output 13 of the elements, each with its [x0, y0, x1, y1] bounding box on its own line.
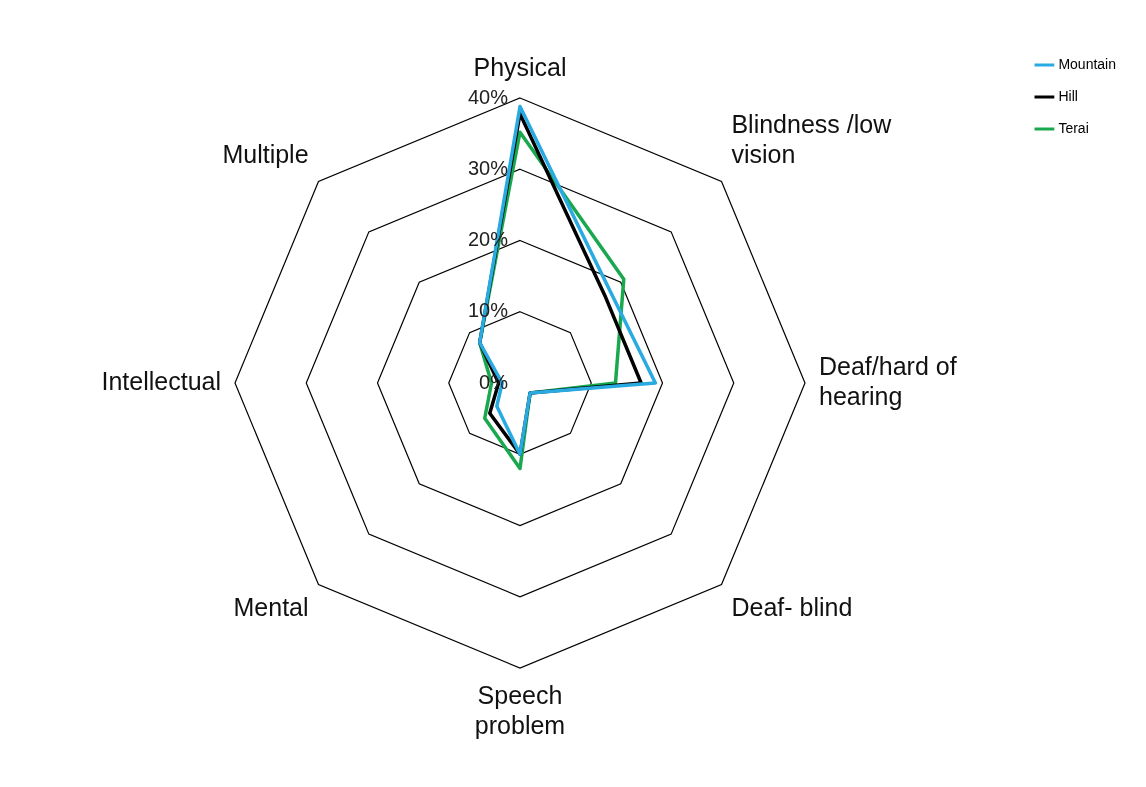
spoke-label: Deaf/hard of hearing	[819, 351, 957, 410]
legend-label: Mountain	[1058, 55, 1116, 72]
spoke-label: Deaf- blind	[731, 593, 853, 622]
spoke-label: Intellectual	[101, 366, 221, 395]
spoke-label: Blindness /low vision	[731, 110, 893, 169]
spoke-label: Mental	[233, 593, 309, 622]
legend-label: Hill	[1058, 87, 1078, 104]
spoke-label: Speech problem	[474, 680, 566, 739]
legend-label: Terai	[1058, 119, 1089, 136]
spoke-label: Multiple	[222, 140, 309, 169]
y-tick-label: 40%	[467, 85, 509, 108]
spoke-label: Physical	[473, 52, 567, 81]
y-tick-label: 30%	[467, 156, 509, 179]
